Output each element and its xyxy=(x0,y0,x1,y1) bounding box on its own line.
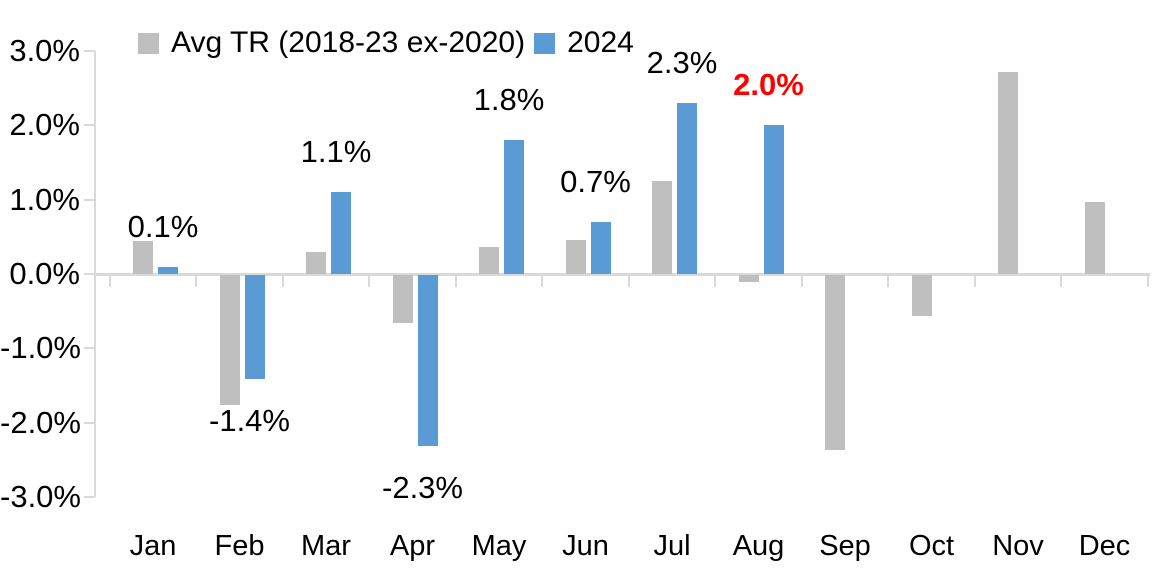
x-axis-tick xyxy=(714,276,717,287)
bar-2024-jul xyxy=(677,103,697,274)
x-axis-tick xyxy=(108,276,111,287)
bar-avg-nov xyxy=(998,71,1018,274)
y-axis-label: -1.0% xyxy=(0,330,81,366)
data-label-jul: 2.3% xyxy=(646,45,718,81)
bar-2024-jun xyxy=(590,221,611,274)
y-axis-tick xyxy=(84,273,95,275)
data-label-mar: 1.1% xyxy=(300,134,372,170)
bar-2024-aug xyxy=(763,125,784,274)
x-axis-label-oct: Oct xyxy=(908,530,955,562)
x-axis-label-nov: Nov xyxy=(992,530,1044,562)
data-label-feb: -1.4% xyxy=(209,403,290,439)
bar-2024-may xyxy=(504,140,524,274)
x-axis-tick xyxy=(1060,276,1063,287)
x-axis-label-jan: Jan xyxy=(129,530,177,562)
y-axis-tick xyxy=(84,50,95,53)
legend-label-avg-tr: Avg TR (2018-23 ex-2020) xyxy=(171,26,526,59)
bar-avg-mar xyxy=(306,251,326,274)
y-axis-label: 3.0% xyxy=(9,33,80,69)
legend-swatch-2024 xyxy=(534,32,556,54)
bar-avg-apr xyxy=(392,275,413,324)
bar-2024-jan xyxy=(158,266,178,274)
x-axis-tick xyxy=(195,276,198,287)
bar-2024-feb xyxy=(244,275,265,380)
y-axis-tick xyxy=(84,347,95,350)
bar-avg-oct xyxy=(911,275,932,316)
x-axis-label-jul: Jul xyxy=(653,530,691,562)
x-axis-tick xyxy=(887,276,890,287)
y-axis-label: 1.0% xyxy=(9,181,80,217)
bar-avg-aug xyxy=(738,275,759,283)
legend-swatch-avg-tr xyxy=(138,32,159,54)
legend-label-2024: 2024 xyxy=(567,26,634,59)
bar-avg-jan xyxy=(133,240,153,274)
data-label-apr: -2.3% xyxy=(382,469,463,505)
bar-avg-may xyxy=(479,246,499,274)
y-axis-tick xyxy=(84,124,95,127)
y-axis-label: 2.0% xyxy=(9,107,80,143)
bar-2024-apr xyxy=(417,275,438,446)
x-axis-label-dec: Dec xyxy=(1078,530,1131,562)
data-label-jan: 0.1% xyxy=(127,208,199,244)
y-axis-tick xyxy=(84,198,95,201)
x-axis-label-jun: Jun xyxy=(562,530,609,562)
x-axis-tick xyxy=(454,276,457,287)
x-axis-line xyxy=(95,273,1150,276)
chart-legend: Avg TR (2018-23 ex-2020) 2024 xyxy=(138,26,634,60)
y-axis-label: -3.0% xyxy=(0,478,81,514)
bar-avg-feb xyxy=(219,275,240,406)
x-axis-tick xyxy=(627,276,630,287)
y-axis-label: -2.0% xyxy=(0,404,81,440)
legend-item-2024: 2024 xyxy=(534,26,634,60)
x-axis-label-mar: Mar xyxy=(301,530,351,562)
y-axis-label: 0.0% xyxy=(9,256,80,291)
x-axis-tick xyxy=(800,276,803,287)
bar-avg-jul xyxy=(652,181,672,274)
x-axis-tick xyxy=(973,276,976,287)
data-label-may: 1.8% xyxy=(473,82,545,118)
data-label-jun: 0.7% xyxy=(560,163,631,199)
x-axis-tick xyxy=(281,276,284,287)
x-axis-tick xyxy=(368,276,371,287)
x-axis-label-apr: Apr xyxy=(389,530,436,562)
x-axis-label-may: May xyxy=(471,530,527,562)
legend-item-avg-tr: Avg TR (2018-23 ex-2020) xyxy=(138,26,525,60)
data-label-aug: 2.0% xyxy=(733,67,804,103)
bar-avg-jun xyxy=(565,239,586,274)
x-axis-label-sep: Sep xyxy=(819,530,871,562)
x-axis-label-feb: Feb xyxy=(214,530,265,562)
x-axis-label-aug: Aug xyxy=(732,530,785,562)
x-axis-tick xyxy=(1146,276,1149,287)
bar-avg-sep xyxy=(825,275,845,450)
bar-avg-dec xyxy=(1084,201,1105,274)
x-axis-tick xyxy=(541,276,544,287)
bar-2024-mar xyxy=(331,192,351,274)
y-axis-tick xyxy=(84,495,95,498)
y-axis-tick xyxy=(84,421,95,424)
